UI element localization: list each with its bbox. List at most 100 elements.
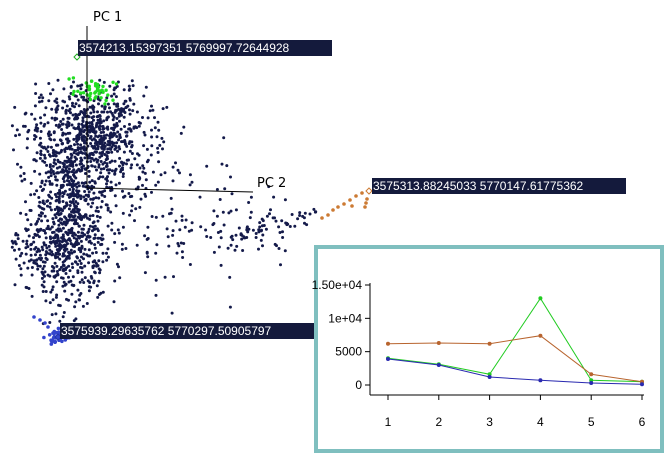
scatter-point — [91, 201, 95, 205]
orange-point-marker[interactable] — [365, 187, 373, 195]
scatter-point — [102, 130, 105, 134]
scatter-point — [61, 194, 65, 198]
pca-scatter-plot[interactable]: PC 1 PC 2 3574213.15397351 5769997.72644… — [10, 10, 626, 346]
scatter-point — [117, 181, 121, 185]
scatter-point-blue — [60, 339, 64, 344]
scatter-point — [95, 140, 99, 144]
scatter-point — [69, 85, 73, 88]
scatter-point — [62, 180, 66, 183]
scatter-point — [130, 163, 134, 167]
scatter-point — [47, 134, 51, 138]
series-point-2[interactable] — [436, 341, 441, 345]
scatter-point — [38, 156, 42, 160]
scatter-point — [76, 191, 80, 195]
scatter-point — [45, 199, 49, 203]
scatter-point — [69, 248, 73, 252]
scatter-point — [89, 241, 93, 245]
scatter-point — [216, 231, 220, 234]
scatter-point — [76, 98, 80, 102]
series-point-3[interactable] — [538, 378, 543, 383]
scatter-point — [76, 142, 80, 146]
series-point-3[interactable] — [640, 382, 644, 387]
scatter-point-orange — [336, 205, 340, 209]
scatter-point — [174, 219, 178, 223]
scatter-point — [48, 154, 52, 158]
scatter-point — [14, 242, 18, 246]
scatter-point — [53, 175, 57, 179]
scatter-point — [62, 269, 66, 273]
scatter-point — [26, 266, 30, 270]
scatter-point — [61, 142, 64, 145]
series-point-2[interactable] — [386, 341, 390, 346]
scatter-point — [79, 218, 83, 222]
scatter-point — [149, 153, 153, 157]
series-point-3[interactable] — [487, 375, 492, 379]
series-line-1[interactable] — [387, 297, 643, 383]
scatter-point — [75, 157, 78, 161]
scatter-point-green — [67, 77, 71, 81]
scatter-point — [48, 205, 52, 209]
scatter-point — [171, 179, 175, 183]
scatter-point — [89, 197, 93, 201]
scatter-point — [229, 243, 233, 247]
scatter-point — [249, 210, 253, 214]
series-point-2[interactable] — [589, 372, 594, 377]
scatter-point — [106, 127, 110, 131]
scatter-point-blue — [42, 335, 46, 340]
scatter-point — [36, 247, 40, 251]
scatter-point — [225, 164, 229, 168]
scatter-point — [130, 79, 134, 83]
series-line-2[interactable] — [387, 335, 643, 383]
scatter-point — [199, 225, 203, 229]
scatter-point — [55, 195, 59, 199]
scatter-point — [127, 88, 131, 92]
series-point-3[interactable] — [386, 357, 390, 361]
scatter-point — [81, 119, 85, 122]
scatter-point — [61, 226, 65, 230]
scatter-point — [50, 107, 54, 111]
scatter-point — [128, 108, 131, 112]
series-line-3[interactable] — [387, 358, 643, 385]
scatter-point — [94, 196, 98, 200]
scatter-point — [38, 172, 42, 176]
scatter-point — [80, 278, 84, 282]
scatter-point — [77, 122, 81, 126]
scatter-point — [180, 250, 184, 254]
parallel-coordinates-panel[interactable]: 1 2 3 4 5 6 0 5000 1e+04 1.50e+04 — [312, 245, 664, 453]
scatter-point — [76, 262, 80, 266]
scatter-point — [119, 110, 123, 114]
scatter-point — [121, 211, 125, 215]
scatter-point — [70, 123, 74, 127]
scatter-point — [96, 229, 100, 233]
scatter-point — [79, 87, 83, 91]
scatter-point — [48, 137, 52, 141]
scatter-point — [71, 200, 75, 204]
scatter-point — [113, 279, 117, 283]
scatter-point — [74, 210, 78, 214]
scatter-point — [22, 172, 26, 175]
scatter-point — [98, 268, 102, 272]
series-point-2[interactable] — [538, 333, 543, 338]
series-point-2[interactable] — [487, 341, 492, 346]
scatter-point — [108, 136, 112, 140]
scatter-point — [122, 109, 126, 113]
scatter-point — [87, 154, 91, 158]
scatter-point — [119, 127, 123, 131]
scatter-point-green — [101, 84, 105, 89]
scatter-point — [108, 84, 112, 88]
scatter-point — [45, 251, 49, 255]
scatter-point — [106, 206, 110, 210]
scatter-point — [290, 213, 294, 216]
scatter-point — [73, 214, 77, 218]
scatter-point — [65, 183, 69, 187]
scatter-point — [88, 180, 92, 184]
series-point-3[interactable] — [436, 363, 441, 367]
scatter-point — [51, 217, 55, 221]
series-point-1[interactable] — [538, 296, 543, 301]
scatter-point — [68, 239, 72, 243]
scatter-point — [95, 284, 99, 288]
series-point-3[interactable] — [589, 381, 594, 385]
scatter-point — [76, 153, 80, 156]
scatter-point — [171, 233, 175, 237]
scatter-point — [27, 234, 31, 238]
